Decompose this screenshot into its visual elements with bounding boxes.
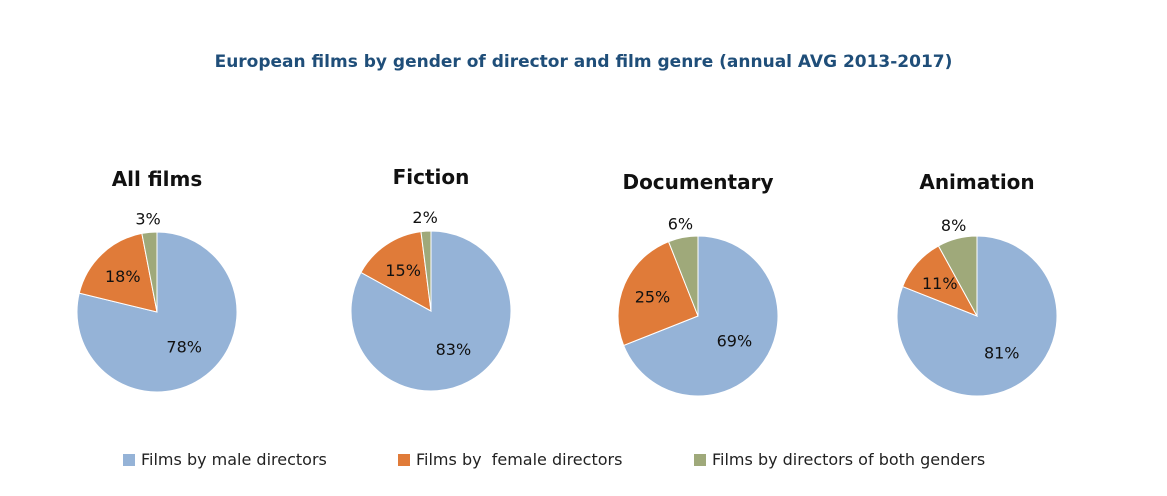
legend-label-both: Films by directors of both genders (712, 450, 986, 469)
pie-label-documentary-female: 25% (635, 287, 671, 306)
pie-animation: Animation 81% 11% 8% (896, 170, 1058, 397)
legend-item-female: Films by female directors (398, 450, 622, 469)
legend-swatch-male (123, 453, 135, 466)
pie-title-all-films: All films (112, 167, 203, 191)
pie-slice-all-films-female (78, 232, 158, 313)
pie-title-animation: Animation (919, 170, 1034, 194)
legend-swatch-female (398, 453, 410, 466)
pie-label-animation-both: 8% (941, 216, 966, 235)
pie-label-fiction-both: 2% (412, 208, 437, 227)
legend-swatch-both (694, 453, 706, 466)
pie-title-documentary: Documentary (622, 170, 773, 194)
pie-slice-documentary-male (622, 235, 779, 397)
pie-slice-fiction-female (360, 231, 432, 312)
pie-title-fiction: Fiction (393, 165, 470, 189)
legend-item-male: Films by male directors (123, 450, 327, 469)
pie-slice-all-films-both (141, 231, 158, 313)
pie-slice-animation-both (937, 235, 978, 317)
pie-charts: All films 78% 18% 3% Fiction 83% 15% 2% Document… (76, 165, 1058, 397)
pie-slice-documentary-female (617, 240, 699, 347)
pie-label-all-films-male: 78% (166, 338, 202, 357)
legend-label-female: Films by female directors (416, 450, 623, 469)
pie-documentary: Documentary 69% 25% 6% (617, 170, 779, 397)
pie-label-all-films-female: 18% (105, 267, 141, 286)
legend-item-both: Films by directors of both genders (694, 450, 985, 469)
pie-fiction: Fiction 83% 15% 2% (350, 165, 512, 392)
pie-label-documentary-both: 6% (668, 215, 693, 234)
pie-label-fiction-female: 15% (385, 261, 421, 280)
legend: Films by male directors Films by female … (0, 450, 1167, 476)
pie-label-animation-male: 81% (984, 343, 1020, 362)
pie-label-all-films-both: 3% (135, 209, 160, 228)
pie-all-films: All films 78% 18% 3% (76, 167, 238, 393)
pie-slice-documentary-both (667, 235, 699, 317)
pie-label-fiction-male: 83% (436, 340, 472, 359)
pie-label-animation-female: 11% (922, 274, 958, 293)
legend-label-male: Films by male directors (141, 450, 327, 469)
chart-title: European films by gender of director and… (214, 52, 953, 72)
pie-label-documentary-male: 69% (717, 332, 753, 351)
pie-slice-fiction-both (420, 230, 432, 312)
